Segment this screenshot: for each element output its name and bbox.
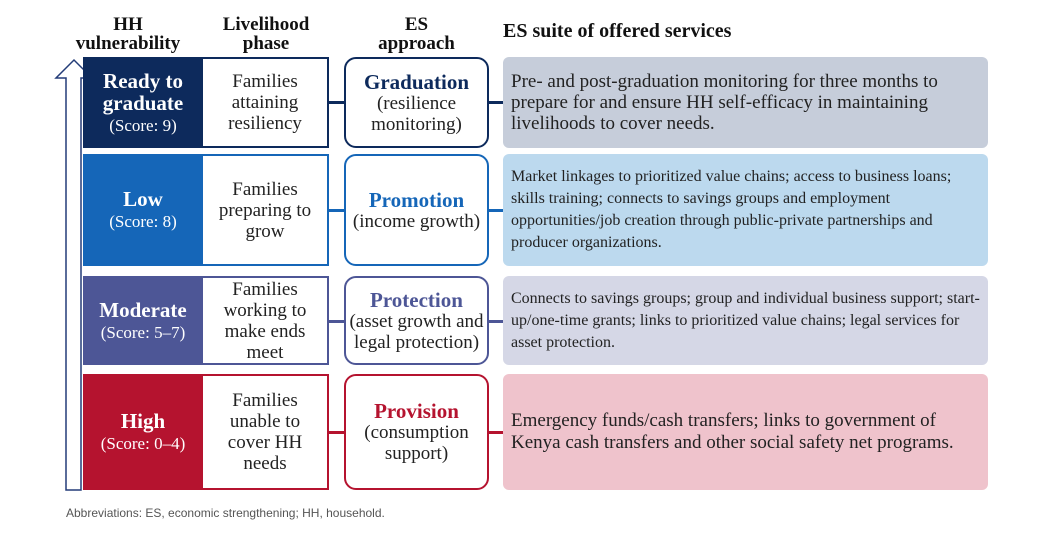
header-approach-line1: ES	[404, 14, 429, 35]
header-phase-line1: Livelihood	[222, 14, 310, 35]
approach-subtitle: (consumption support)	[364, 422, 469, 464]
connector	[489, 320, 503, 323]
phase-cell: Families unable to cover HH needs	[203, 374, 329, 490]
services-box: Pre- and post-graduation monitoring for …	[503, 57, 988, 148]
approach-protection: Protection (asset growth and legal prote…	[344, 276, 489, 365]
tier-ready-to-graduate: Ready to graduate (Score: 9)	[83, 57, 203, 148]
tier-title: Moderate	[99, 297, 187, 322]
tier-title-line2: graduate	[102, 90, 184, 115]
services-text: Connects to savings groups; group and in…	[511, 289, 980, 351]
connector	[329, 320, 344, 323]
services-box: Connects to savings groups; group and in…	[503, 276, 988, 365]
header-approach: ES approach	[344, 15, 489, 53]
header-vulnerability-line2: vulnerability	[75, 33, 181, 54]
approach-graduation: Graduation (resilience monitoring)	[344, 57, 489, 148]
connector	[489, 431, 503, 434]
services-text: Emergency funds/cash transfers; links to…	[511, 410, 954, 453]
tier-title-line1: Ready to	[103, 68, 183, 93]
header-vulnerability: HH vulnerability	[68, 15, 188, 53]
tier-moderate: Moderate (Score: 5–7)	[83, 276, 203, 365]
connector	[489, 101, 503, 104]
approach-provision: Provision (consumption support)	[344, 374, 489, 490]
tier-title: Ready to graduate	[103, 70, 184, 114]
tier-low: Low (Score: 8)	[83, 154, 203, 266]
vulnerability-arrow-icon	[54, 58, 90, 491]
services-text: Market linkages to prioritized value cha…	[511, 168, 952, 251]
approach-title: Provision	[374, 399, 459, 423]
header-vulnerability-line1: HH	[113, 14, 143, 35]
approach-promotion: Promotion (income growth)	[344, 154, 489, 266]
approach-subtitle: (resilience monitoring)	[371, 92, 462, 135]
connector	[329, 209, 344, 212]
approach-subtitle: (income growth)	[352, 210, 481, 232]
tier-title: Low	[123, 187, 163, 211]
approach-title: Graduation	[363, 69, 470, 94]
connector	[489, 209, 503, 212]
approach-title: Protection	[370, 287, 463, 312]
tier-title: High	[120, 409, 166, 433]
approach-title: Promotion	[368, 187, 465, 212]
phase-cell: Families preparing to grow	[203, 154, 329, 266]
header-approach-line2: approach	[378, 33, 455, 54]
services-text: Pre- and post-graduation monitoring for …	[511, 71, 938, 134]
tier-score: (Score: 5–7)	[100, 322, 186, 342]
header-phase: Livelihood phase	[203, 15, 329, 53]
services-box: Market linkages to prioritized value cha…	[503, 154, 988, 266]
phase-cell: Families attaining resiliency	[203, 57, 329, 148]
services-box: Emergency funds/cash transfers; links to…	[503, 374, 988, 490]
connector	[329, 101, 344, 104]
tier-high: High (Score: 0–4)	[83, 374, 203, 490]
header-services: ES suite of offered services	[503, 20, 732, 42]
tier-score: (Score: 9)	[109, 115, 177, 135]
phase-cell: Families working to make ends meet	[203, 276, 329, 365]
tier-score: (Score: 8)	[109, 212, 177, 231]
abbreviations-footnote: Abbreviations: ES, economic strengthenin…	[66, 506, 385, 520]
approach-subtitle: (asset growth and legal protection)	[349, 310, 484, 353]
header-phase-line2: phase	[242, 33, 290, 54]
tier-score: (Score: 0–4)	[100, 434, 186, 453]
connector	[329, 431, 344, 434]
